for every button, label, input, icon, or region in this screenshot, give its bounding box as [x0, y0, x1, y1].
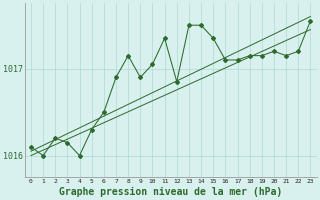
- X-axis label: Graphe pression niveau de la mer (hPa): Graphe pression niveau de la mer (hPa): [59, 186, 282, 197]
